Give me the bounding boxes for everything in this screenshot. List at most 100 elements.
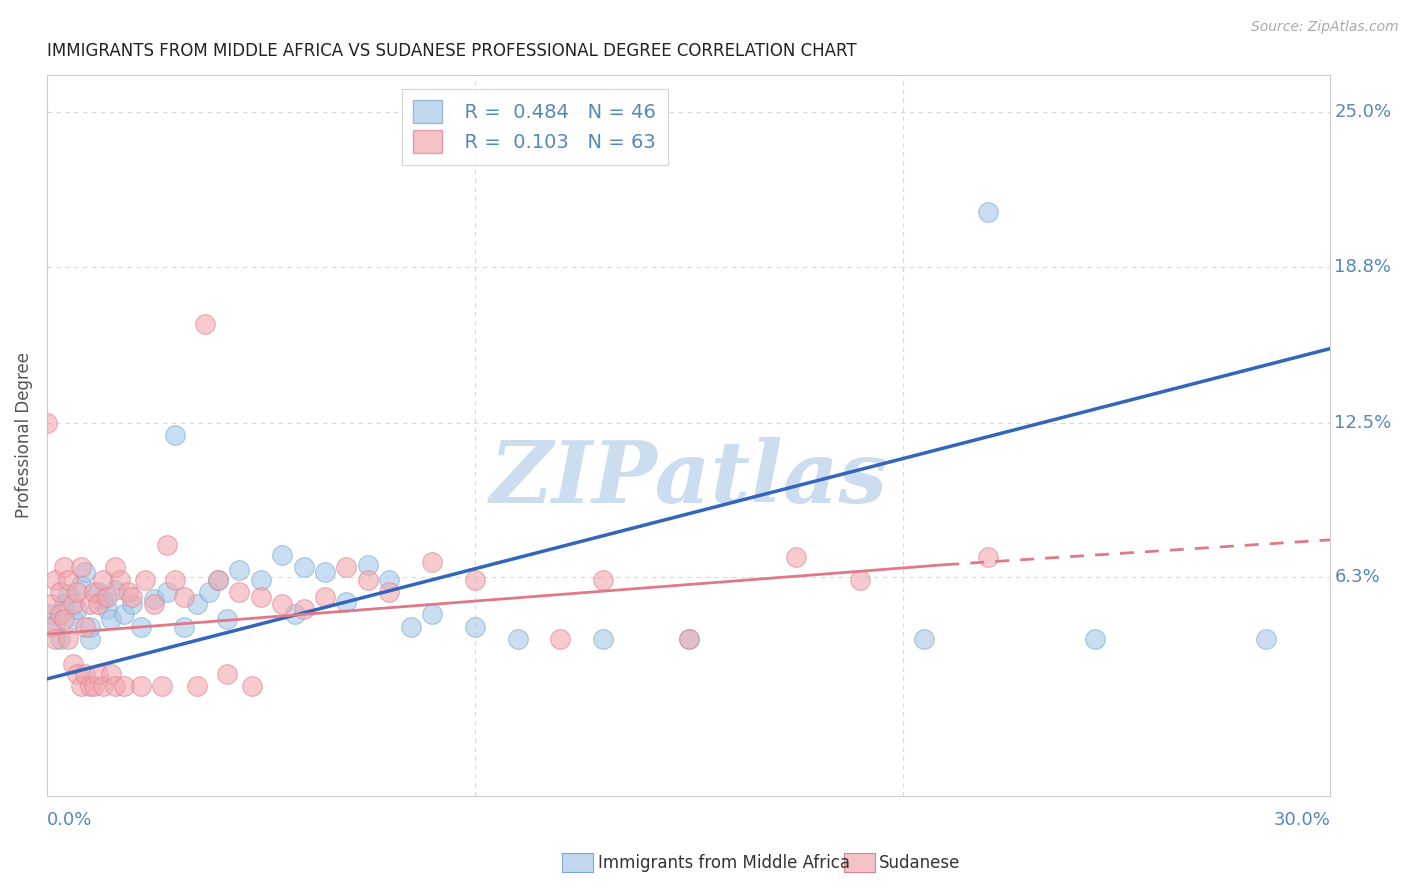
Point	[87, 667, 110, 681]
Text: Source: ZipAtlas.com: Source: ZipAtlas.com	[1251, 20, 1399, 34]
Point	[165, 573, 187, 587]
Point	[378, 585, 401, 599]
Point	[592, 573, 614, 587]
Point	[194, 317, 217, 331]
Point	[207, 573, 229, 587]
Point	[35, 416, 58, 430]
Point	[198, 585, 221, 599]
Text: 25.0%: 25.0%	[1334, 103, 1392, 121]
Point	[53, 560, 76, 574]
Point	[152, 680, 174, 694]
Point	[62, 612, 84, 626]
Text: 12.5%: 12.5%	[1334, 414, 1392, 432]
Point	[83, 585, 105, 599]
Point	[75, 565, 97, 579]
Point	[156, 538, 179, 552]
Point	[58, 587, 80, 601]
Point	[464, 620, 486, 634]
Point	[91, 573, 114, 587]
Text: ZIPatlas: ZIPatlas	[489, 437, 887, 520]
Point	[849, 573, 872, 587]
Point	[75, 620, 97, 634]
Point	[186, 680, 208, 694]
Point	[215, 612, 238, 626]
Text: Immigrants from Middle Africa: Immigrants from Middle Africa	[598, 854, 849, 871]
Point	[592, 632, 614, 647]
Point	[357, 558, 380, 572]
Point	[66, 602, 89, 616]
Point	[53, 612, 76, 626]
Point	[58, 632, 80, 647]
Point	[314, 590, 336, 604]
Point	[79, 680, 101, 694]
Point	[44, 573, 66, 587]
Point	[156, 585, 179, 599]
Point	[464, 573, 486, 587]
Point	[292, 560, 315, 574]
Point	[271, 548, 294, 562]
Point	[335, 560, 357, 574]
Point	[207, 573, 229, 587]
Point	[228, 585, 250, 599]
Point	[357, 573, 380, 587]
Point	[112, 680, 135, 694]
Point	[39, 620, 62, 634]
Point	[785, 550, 807, 565]
Point	[240, 680, 263, 694]
Point	[70, 680, 93, 694]
Point	[678, 632, 700, 647]
Point	[48, 585, 70, 599]
Point	[550, 632, 572, 647]
Point	[250, 590, 273, 604]
Point	[104, 582, 127, 597]
Point	[117, 585, 139, 599]
Point	[79, 598, 101, 612]
Point	[48, 632, 70, 647]
Point	[91, 680, 114, 694]
Point	[271, 598, 294, 612]
Text: 0.0%: 0.0%	[46, 811, 93, 829]
Point	[228, 563, 250, 577]
Point	[104, 560, 127, 574]
Point	[79, 632, 101, 647]
Point	[62, 598, 84, 612]
Point	[75, 667, 97, 681]
Point	[70, 560, 93, 574]
Point	[39, 607, 62, 622]
Point	[108, 573, 131, 587]
Point	[44, 632, 66, 647]
Point	[121, 598, 143, 612]
Point	[53, 598, 76, 612]
Text: Sudanese: Sudanese	[879, 854, 960, 871]
Point	[165, 428, 187, 442]
Point	[292, 602, 315, 616]
Point	[420, 555, 443, 569]
Point	[142, 592, 165, 607]
Legend:   R =  0.484   N = 46,   R =  0.103   N = 63: R = 0.484 N = 46, R = 0.103 N = 63	[402, 88, 668, 164]
Point	[66, 585, 89, 599]
Point	[420, 607, 443, 622]
Point	[335, 595, 357, 609]
Point	[912, 632, 935, 647]
Point	[284, 607, 307, 622]
Point	[104, 680, 127, 694]
Point	[1256, 632, 1278, 647]
Point	[378, 573, 401, 587]
Point	[66, 667, 89, 681]
Text: IMMIGRANTS FROM MIDDLE AFRICA VS SUDANESE PROFESSIONAL DEGREE CORRELATION CHART: IMMIGRANTS FROM MIDDLE AFRICA VS SUDANES…	[46, 42, 856, 60]
Y-axis label: Professional Degree: Professional Degree	[15, 352, 32, 518]
Point	[129, 620, 152, 634]
Text: 6.3%: 6.3%	[1334, 568, 1381, 586]
Text: 18.8%: 18.8%	[1334, 258, 1392, 276]
Point	[96, 602, 118, 616]
Point	[58, 573, 80, 587]
Point	[39, 598, 62, 612]
Point	[977, 550, 1000, 565]
Point	[506, 632, 529, 647]
Point	[100, 612, 122, 626]
Point	[70, 577, 93, 591]
Point	[79, 620, 101, 634]
Point	[48, 607, 70, 622]
Point	[173, 590, 195, 604]
Point	[62, 657, 84, 671]
